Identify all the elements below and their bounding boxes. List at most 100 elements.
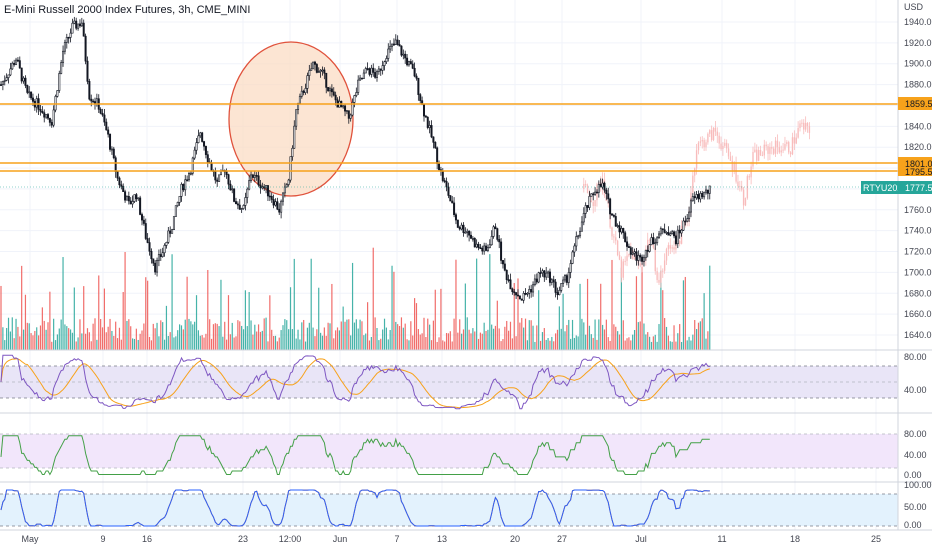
last-price-tag-text: 1777.5 <box>905 183 932 193</box>
volume-bar <box>707 331 709 350</box>
candle-body <box>148 242 151 252</box>
level-tag-1859[interactable] <box>898 97 932 110</box>
main-pane[interactable] <box>0 0 898 350</box>
volume-bar <box>481 333 483 350</box>
volume-bar <box>165 305 168 350</box>
candle-body <box>0 84 2 86</box>
time-axis[interactable]: May 9 16 23 12:00 Jun 7 13 20 27 Jul 11 18 25 <box>21 534 881 544</box>
volume-bar <box>205 333 207 350</box>
candle-body <box>257 175 260 186</box>
time-tick-label: 20 <box>510 534 520 544</box>
candle-body <box>485 245 488 251</box>
candle-body <box>629 247 632 255</box>
volume-bar <box>269 295 271 350</box>
candle-body <box>278 208 281 213</box>
candle-body <box>563 275 566 281</box>
volume-bar <box>79 319 81 350</box>
candle-body <box>661 228 664 231</box>
volume-bar <box>573 337 575 350</box>
candle-body <box>186 179 189 182</box>
candle-body <box>366 68 369 70</box>
volume-bar <box>421 333 423 350</box>
volume-bar <box>109 318 111 350</box>
forecast-body <box>615 237 617 241</box>
volume-bar <box>303 319 305 350</box>
candle-body <box>152 258 155 264</box>
highlight-ellipse[interactable] <box>228 41 354 197</box>
volume-bar <box>359 319 361 350</box>
candle-body <box>142 219 145 224</box>
price-axis-ticks[interactable]: 1940.01920.01900.01880.01860.01840.01820… <box>904 17 932 340</box>
candle-body <box>78 23 81 27</box>
time-tick-label: 13 <box>437 534 447 544</box>
level-tag-1801[interactable] <box>898 157 932 170</box>
candle-body <box>595 191 598 194</box>
candle-body <box>614 216 617 227</box>
candle-body <box>486 247 489 251</box>
forecast-body <box>757 149 760 161</box>
last-price-tag[interactable] <box>898 181 932 194</box>
volume-bar <box>24 294 27 350</box>
forecast-body <box>707 133 709 143</box>
volume-bar <box>504 326 506 350</box>
candle-body <box>379 68 382 71</box>
candle-body <box>462 224 465 233</box>
forecast-body <box>750 166 752 178</box>
stoch-tick-0: 0.00 <box>904 520 922 530</box>
volume-bar <box>675 341 677 350</box>
volume-bar <box>662 290 664 350</box>
candle-body <box>193 149 196 159</box>
volume-bar <box>267 341 269 350</box>
price-tick-label: 1940.0 <box>904 17 932 27</box>
price-tick-label: 1720.0 <box>904 247 932 257</box>
volume-bar <box>620 267 622 350</box>
volume-bar <box>301 322 303 350</box>
volume-bar <box>438 337 440 350</box>
candle-body <box>24 77 27 86</box>
candle-body <box>26 85 29 93</box>
volume-bar <box>98 275 100 350</box>
candle-body <box>5 77 8 81</box>
candle-body <box>80 22 83 27</box>
candle-body <box>281 192 284 202</box>
volume-bar <box>539 340 542 350</box>
volume-bar <box>13 338 15 350</box>
level-tag-1795[interactable] <box>898 168 932 176</box>
volume-bar <box>393 271 395 350</box>
candle-body <box>238 204 241 210</box>
volume-bar <box>179 324 181 350</box>
volume-bar <box>395 321 397 350</box>
candle-body <box>201 132 204 142</box>
candle-body <box>357 79 360 93</box>
volume-bar <box>182 329 184 350</box>
symbol-tag[interactable] <box>861 181 898 194</box>
volume-bar <box>295 338 297 350</box>
volume-bar <box>697 322 700 350</box>
volume-bar <box>308 322 310 350</box>
volume-bar <box>444 341 446 350</box>
volume-bar <box>385 327 387 350</box>
forecast-body <box>725 142 728 149</box>
forecast-body <box>594 200 596 207</box>
candle-body <box>20 67 23 82</box>
forecast-body <box>735 163 737 182</box>
volume-bar <box>47 322 49 350</box>
volume-bar <box>365 333 367 350</box>
volume-bar <box>344 321 346 350</box>
candle-body <box>515 292 518 296</box>
candle-body <box>342 105 345 108</box>
volume-bar <box>216 323 218 350</box>
forecast-body <box>626 255 628 261</box>
volume-bar <box>607 337 609 350</box>
volume-bar <box>58 328 60 350</box>
candle-body <box>699 193 702 200</box>
stoch-tick-50: 50.00 <box>904 502 927 512</box>
candle-body <box>492 226 495 237</box>
candle-body <box>355 92 358 96</box>
candle-body <box>280 200 283 213</box>
volume-bar <box>244 290 246 350</box>
candle-body <box>325 72 328 88</box>
candle-body <box>603 182 606 191</box>
volume-bar <box>312 327 314 350</box>
